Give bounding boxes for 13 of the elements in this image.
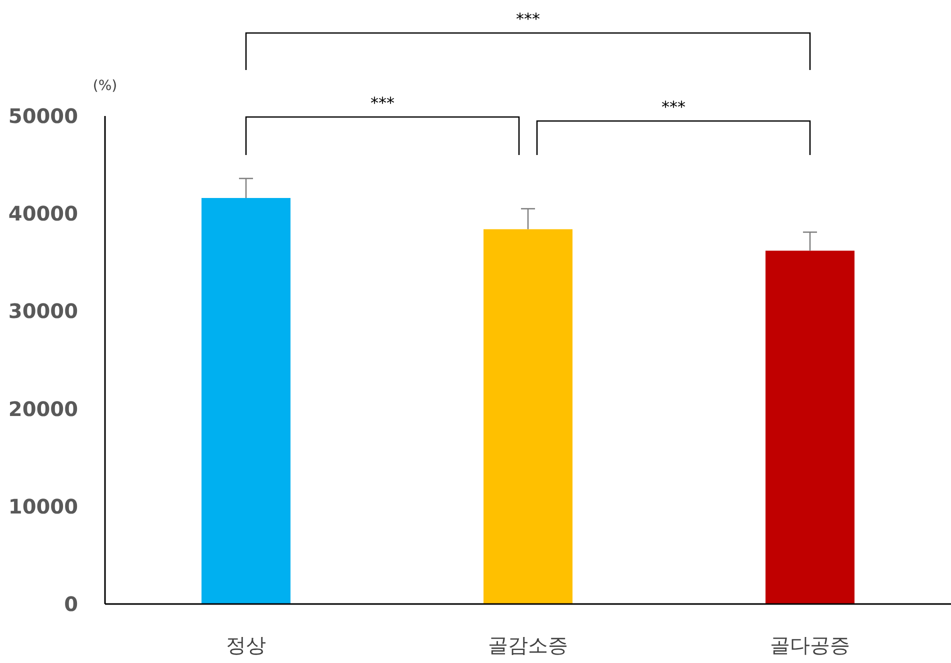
y-tick-label: 40000 — [8, 202, 78, 226]
x-tick-label: 골다공증 — [770, 633, 850, 657]
text: *** — [516, 10, 540, 28]
y-tick-label: 30000 — [8, 299, 78, 324]
text: *** — [370, 94, 394, 112]
y-tick-label: 50000 — [8, 104, 78, 128]
annotation: *** — [662, 98, 686, 116]
y-axis-title: (%) — [92, 78, 118, 94]
x-tick-label: 정상 — [226, 633, 266, 657]
y-tick-label: 20000 — [8, 396, 78, 421]
y-tick-label: 0 — [64, 592, 78, 616]
y-tick-label: 10000 — [8, 494, 78, 518]
x-tick-label: 골감소증 — [488, 633, 568, 657]
